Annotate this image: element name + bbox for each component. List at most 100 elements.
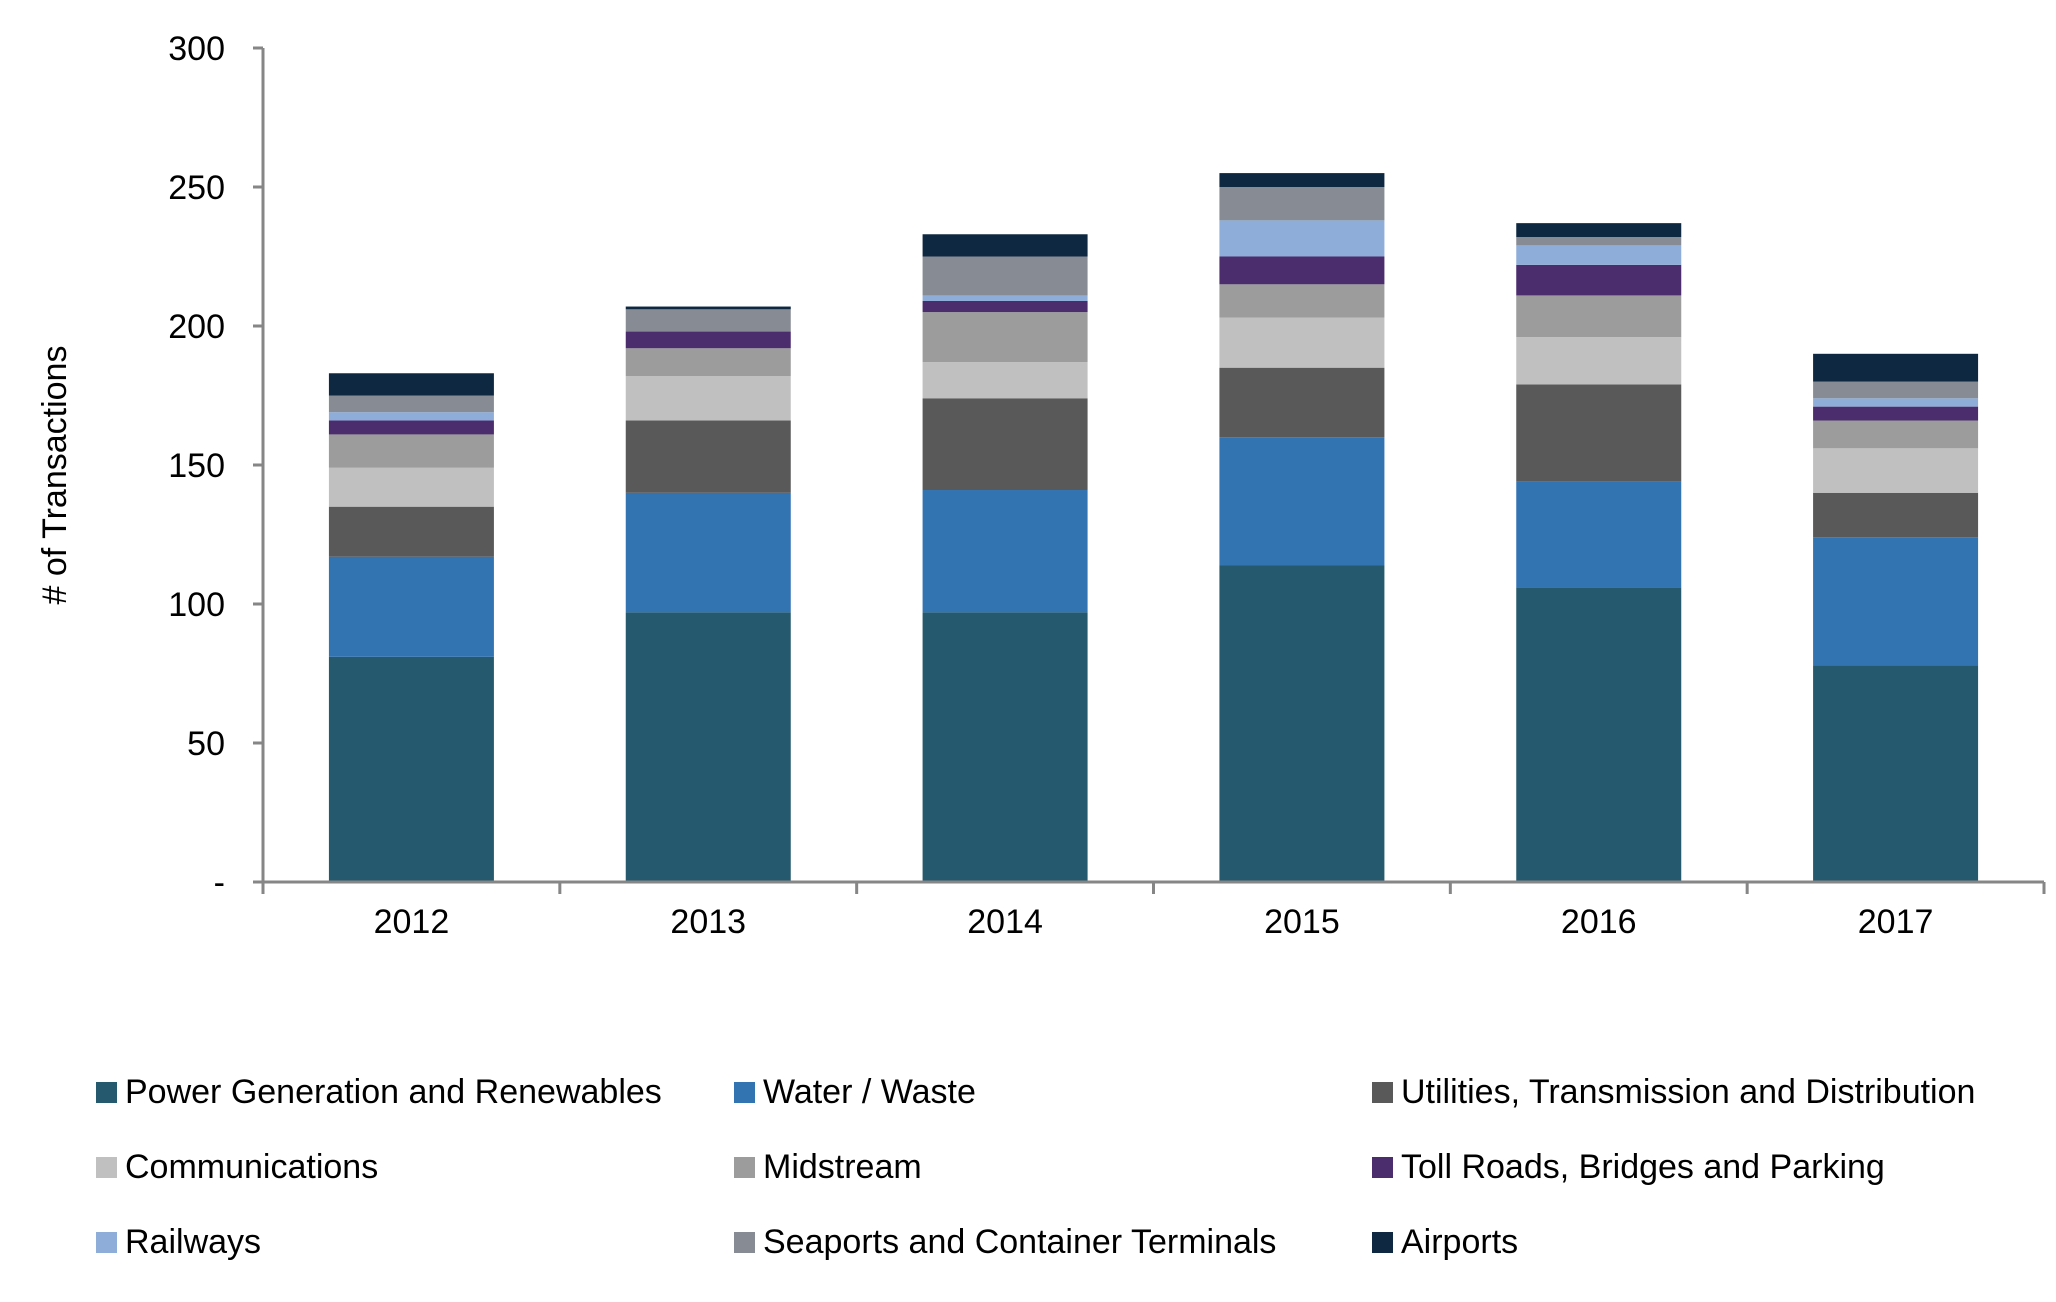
bar-segment <box>922 362 1088 399</box>
legend-label: Midstream <box>763 1147 922 1186</box>
bar-segment <box>625 612 791 882</box>
bar-segment <box>1813 537 1979 666</box>
bar-segment <box>922 490 1088 613</box>
bar-segment <box>625 309 791 332</box>
bar-segment <box>625 420 791 493</box>
y-tick-label: - <box>214 864 225 902</box>
bar-segment <box>922 300 1088 313</box>
bar-segment <box>1813 448 1979 493</box>
bar-segment <box>625 492 791 613</box>
x-tick-label: 2015 <box>1264 903 1340 941</box>
bar-segment <box>1516 587 1682 882</box>
bar-segment <box>922 256 1088 296</box>
legend-swatch <box>96 1081 117 1103</box>
bar-segment <box>1516 384 1682 482</box>
legend-label: Water / Waste <box>763 1072 976 1111</box>
bar-segment <box>328 373 494 396</box>
bar-segment <box>1516 264 1682 296</box>
legend-swatch <box>734 1081 755 1103</box>
bar-segment <box>922 234 1088 257</box>
legend-label: Railways <box>125 1222 262 1261</box>
bar-segment <box>625 376 791 421</box>
bar-segment <box>922 295 1088 301</box>
legend-item: Power Generation and Renewables <box>96 1072 662 1112</box>
axes-layer <box>261 48 2044 884</box>
bar-segment <box>1813 406 1979 421</box>
bar-segment <box>1219 317 1385 368</box>
bar-segment <box>1813 492 1979 538</box>
y-tick-label: 100 <box>168 586 225 624</box>
y-tick-label: 300 <box>168 30 225 68</box>
bar-segment <box>1516 245 1682 265</box>
legend-label: Airports <box>1401 1222 1519 1261</box>
bar-segment <box>1516 295 1682 338</box>
legend-item: Communications <box>96 1147 378 1187</box>
legend-item: Airports <box>1372 1222 1518 1262</box>
legend-item: Utilities, Transmission and Distribution <box>1372 1072 1975 1112</box>
bar-segment <box>328 420 494 435</box>
bar-segment <box>1516 223 1682 238</box>
bar-segment <box>1219 173 1385 187</box>
legend-label: Power Generation and Renewables <box>125 1072 662 1111</box>
bar-segment <box>1516 481 1682 588</box>
x-tick-label: 2013 <box>670 903 746 941</box>
bar-segment <box>1219 187 1385 221</box>
legend-label: Toll Roads, Bridges and Parking <box>1401 1147 1885 1186</box>
bar-segment <box>625 306 791 310</box>
bar-segment <box>1813 665 1979 882</box>
bar-segment <box>625 348 791 377</box>
legend-item: Railways <box>96 1222 261 1262</box>
bar-segment <box>328 412 494 421</box>
y-tick-label: 150 <box>168 447 225 485</box>
bar-segment <box>1219 565 1385 882</box>
legend-item: Water / Waste <box>734 1072 976 1112</box>
bar-segment <box>1219 256 1385 285</box>
y-tick-label: 200 <box>168 308 225 346</box>
bar-segment <box>1219 284 1385 318</box>
legend-swatch <box>1372 1231 1393 1253</box>
legend-label: Utilities, Transmission and Distribution <box>1401 1072 1976 1111</box>
bar-segment <box>328 556 494 657</box>
legend-swatch <box>1372 1081 1393 1103</box>
x-tick-label: 2014 <box>967 903 1043 941</box>
legend-swatch <box>1372 1156 1393 1178</box>
legend-item: Toll Roads, Bridges and Parking <box>1372 1147 1885 1187</box>
bar-segment <box>922 398 1088 491</box>
bar-segment <box>922 312 1088 363</box>
x-tick-label: 2017 <box>1858 903 1934 941</box>
legend-label: Seaports and Container Terminals <box>763 1222 1277 1261</box>
bars-layer <box>328 173 1979 882</box>
bar-segment <box>1219 367 1385 438</box>
bar-segment <box>1813 398 1979 407</box>
y-ticks: - 50 100 150 200 250 300 <box>168 30 263 902</box>
bar-segment <box>1516 237 1682 246</box>
legend-swatch <box>96 1156 117 1178</box>
x-tick-label: 2016 <box>1561 903 1637 941</box>
bar-segment <box>1813 381 1979 399</box>
bar-segment <box>328 434 494 468</box>
y-axis-label: # of Transactions <box>36 346 74 605</box>
bar-segment <box>1813 353 1979 382</box>
x-ticks: 2012 2013 2014 2015 2016 2017 <box>261 882 2046 941</box>
bar-segment <box>328 467 494 507</box>
legend-label: Communications <box>125 1147 379 1186</box>
legend-swatch <box>96 1231 117 1253</box>
bar-segment <box>625 331 791 349</box>
legend-item: Midstream <box>734 1147 922 1187</box>
bar-segment <box>328 656 494 882</box>
legend-swatch <box>734 1156 755 1178</box>
bar-segment <box>328 395 494 413</box>
legend-item: Seaports and Container Terminals <box>734 1222 1276 1262</box>
y-tick-label: 50 <box>187 725 225 763</box>
bar-segment <box>1219 437 1385 566</box>
bar-segment <box>1219 220 1385 257</box>
bar-segment <box>922 612 1088 882</box>
legend-swatch <box>734 1231 755 1253</box>
bar-segment <box>328 506 494 557</box>
bar-segment <box>1516 337 1682 385</box>
legend: Power Generation and Renewables Water / W… <box>96 1072 2016 1302</box>
y-tick-label: 250 <box>168 169 225 207</box>
x-tick-label: 2012 <box>374 903 450 941</box>
bar-segment <box>1813 420 1979 449</box>
